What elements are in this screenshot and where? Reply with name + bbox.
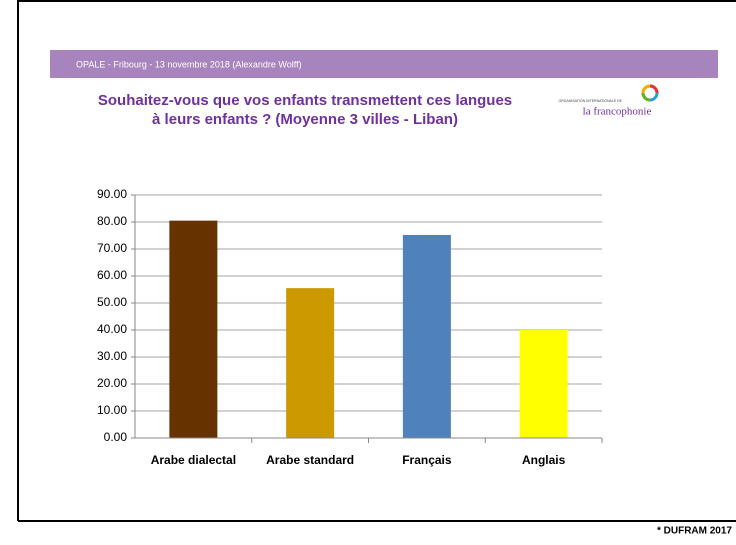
y-tick-label: 50.00 — [97, 295, 127, 309]
y-tick-label: 40.00 — [97, 322, 127, 336]
y-tick-label: 30.00 — [97, 349, 127, 363]
y-tick-label: 0.00 — [104, 430, 128, 444]
header-band — [50, 50, 718, 78]
y-tick-label: 80.00 — [97, 214, 127, 228]
bar — [402, 234, 451, 438]
logo-ring — [641, 84, 651, 94]
logo-ring — [641, 92, 651, 102]
x-tick-label: Arabe dialectal — [151, 453, 236, 467]
header-text: OPALE - Fribourg - 13 novembre 2018 (Ale… — [76, 59, 302, 69]
x-tick-label: Arabe standard — [266, 453, 354, 467]
x-tick-label: Anglais — [522, 453, 566, 467]
y-tick-label: 10.00 — [97, 403, 127, 417]
bar — [169, 220, 218, 438]
footnote: * DUFRAM 2017 — [657, 526, 732, 537]
y-tick-label: 90.00 — [97, 187, 127, 201]
logo-name: la francophonie — [583, 106, 652, 118]
logo-small: ORGANISATION INTERNATIONALE DE — [559, 99, 623, 103]
chart-title: Souhaitez-vous que vos enfants transmett… — [98, 92, 512, 109]
chart-title: à leurs enfants ? (Moyenne 3 villes - Li… — [152, 111, 458, 128]
y-tick-label: 20.00 — [97, 376, 127, 390]
y-tick-label: 60.00 — [97, 268, 127, 282]
bar — [286, 288, 335, 438]
x-tick-label: Français — [402, 453, 452, 467]
bar — [519, 330, 568, 438]
logo-ring — [649, 84, 659, 94]
y-tick-label: 70.00 — [97, 241, 127, 255]
